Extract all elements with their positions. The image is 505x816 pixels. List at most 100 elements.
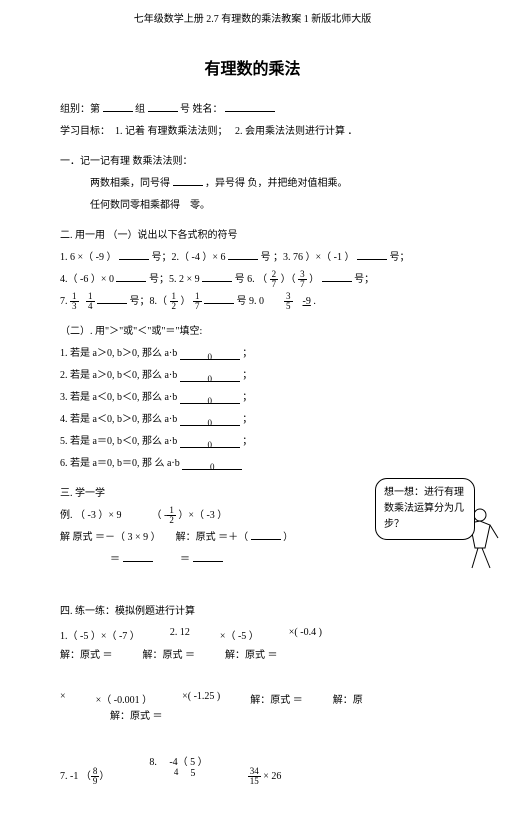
ex-blank	[251, 530, 281, 540]
sec2-q4: 4.（ -6 ）× 0 号；5. 2 × 9 号 6. （ 27 ）（ 37 ）…	[60, 269, 445, 291]
q9t: × 26	[263, 771, 281, 782]
ex3-blank2	[193, 552, 223, 562]
goal-1: 1. 记着 有理数乘法法则；	[115, 126, 228, 137]
sec3-ex3: ＝ ＝	[60, 549, 445, 571]
ex3a: ＝	[110, 554, 120, 565]
sec2-q7: 7. 13 14 号；8.（ 12 ） 17 号 9. 0 35 -9 .	[60, 291, 445, 313]
ex3b: ＝	[180, 554, 190, 565]
group-no-blank	[148, 102, 178, 112]
ans: 0	[210, 462, 215, 472]
q4d: 号	[235, 274, 245, 285]
frac-q8b: 17	[193, 292, 202, 311]
fd: 4	[86, 302, 95, 311]
sec4-row1: 1.（ -5 ）×（ -7 ） 2. 12 ×（ -5 ） ×( -0.4 )	[60, 627, 445, 642]
ans-blank: 0	[180, 370, 240, 382]
frac-q9: 35	[284, 292, 293, 311]
ans: 0	[207, 374, 212, 384]
ans: 0	[207, 418, 212, 428]
fd8: 5	[190, 768, 195, 779]
frac9: 3415	[248, 767, 261, 786]
sfx: ；	[242, 370, 252, 381]
r3c2: ×（ -0.001 ）	[96, 691, 152, 706]
q7a: 7.	[60, 296, 68, 307]
fn: 34	[248, 767, 261, 777]
ans-blank: 0	[180, 414, 240, 426]
ex1c: ）×（ -3 ）	[178, 510, 227, 521]
sec1-r2a: 任何数同零相乘都得	[90, 200, 180, 211]
sec1-r1c: ，异号得 负，并把绝对值相乘。	[205, 178, 348, 189]
ans: 0	[207, 396, 212, 406]
fd: 15	[248, 777, 261, 786]
callout-text: 想一想：进行有理数乘法运算分为几步？	[384, 487, 464, 530]
q7c: ）	[181, 296, 191, 307]
sec2b-5: 5. 若是 a＝0, b＜0, 那么 a·b 0 ；	[60, 431, 445, 453]
page: 七年级数学上册 2.7 有理数的乘法教案 1 新版北师大版 有理数的乘法 组别：…	[0, 0, 505, 816]
q7-blank	[97, 294, 127, 304]
goal-label: 学习目标：	[60, 126, 110, 137]
name-blank	[225, 102, 275, 112]
ex2b: 解：原式 ＝＋（	[176, 532, 249, 543]
frac-q8a: 12	[170, 292, 179, 311]
neg9: -9	[303, 296, 311, 307]
goal-2: 2. 会用乘法法则进行计算 ．	[235, 126, 358, 137]
sec4-row7: 7. -1 （89） 8. -4（ 5 ） 4 5 3415 × 26	[60, 753, 445, 786]
r1c3: ×（ -5 ）	[220, 627, 259, 642]
q4-blank	[116, 272, 146, 282]
sec1-head: 一．记一记有理 数乘法法则：	[60, 151, 445, 173]
r1c4: ×( -0.4 )	[289, 627, 322, 642]
q1c: 号 ；3. 76 ）×（ -1 ）	[260, 252, 354, 263]
q4f: ）（	[281, 274, 296, 285]
q7: 7. -1 （89）	[60, 767, 109, 786]
sec2b-1: 1. 若是 a＞0, b＞0, 那么 a·b 0 ；	[60, 343, 445, 365]
sec2b-2: 2. 若是 a＞0, b＜0, 那么 a·b 0 ；	[60, 365, 445, 387]
group-prefix: 组别：第	[60, 104, 100, 115]
ex1a: 例. （ -3 ）× 9	[60, 510, 121, 521]
q7f: .	[313, 296, 316, 307]
t: 1. 若是 a＞0, b＞0, 那么 a·b	[60, 348, 177, 359]
q9: 3415 × 26	[248, 767, 282, 786]
ex3-blank1	[123, 552, 153, 562]
ans-blank: 0	[180, 436, 240, 448]
r3c1: ×	[60, 691, 66, 706]
r3c4: 解：原式 ＝	[250, 691, 303, 706]
q3-blank	[357, 250, 387, 260]
sec2-head: 二. 用一用 （一）说出以下各式积的符号	[60, 225, 445, 247]
frac-q6a: 27	[270, 270, 279, 289]
r2c3: 解：原式 ＝	[225, 646, 278, 661]
sec1-rule1: 两数相乘，同号得 ，异号得 负，并把绝对值相乘。	[60, 173, 445, 195]
t: 4. 若是 a＜0, b＞0, 那么 a·b	[60, 414, 177, 425]
r1c2: 2. 12	[170, 627, 190, 642]
ans-blank: 0	[180, 348, 240, 360]
q4h: 号；	[354, 274, 374, 285]
q1a: 1. 6 ×（ -9 ）	[60, 252, 116, 263]
q2-blank	[228, 250, 258, 260]
sec4-row4: 解：原式 ＝	[60, 706, 445, 728]
frac-q6b: 37	[298, 270, 307, 289]
sfx: ；	[242, 436, 252, 447]
q4g: ）	[309, 274, 319, 285]
sfx: ；	[242, 414, 252, 425]
q4c: 9	[195, 274, 200, 285]
t: 6. 若是 a＝0, b＝0, 那 么 a·b	[60, 458, 180, 469]
group-blank	[103, 102, 133, 112]
group-mid: 组	[135, 104, 145, 115]
ans: 0	[207, 352, 212, 362]
sec1-r1a: 两数相乘，同号得	[90, 178, 170, 189]
q1b: 号；2.（ -4 ）× 6	[151, 252, 225, 263]
frac-q7a: 13	[70, 292, 79, 311]
sec1-rule2: 任何数同零相乘都得 零。	[60, 195, 445, 217]
sec2b-4: 4. 若是 a＜0, b＞0, 那么 a·b 0 ；	[60, 409, 445, 431]
q7b: 号；8.（	[130, 296, 168, 307]
q1-blank	[119, 250, 149, 260]
ex1b: （	[151, 510, 161, 521]
fn: 4	[172, 768, 181, 777]
fd: 2	[167, 516, 176, 525]
group-after: 号 姓名：	[180, 104, 223, 115]
q4a: 4.（ -6 ）× 0	[60, 274, 114, 285]
sec4-row3: × ×（ -0.001 ） ×( -1.25 ) 解：原式 ＝ 解：原	[60, 691, 445, 706]
ex2c: ）	[283, 532, 293, 543]
r1c1: 1.（ -5 ）×（ -7 ）	[60, 627, 140, 642]
fd: 7	[270, 280, 279, 289]
frac-ex: 12	[167, 506, 176, 525]
r3c5: 解：原	[333, 691, 363, 706]
